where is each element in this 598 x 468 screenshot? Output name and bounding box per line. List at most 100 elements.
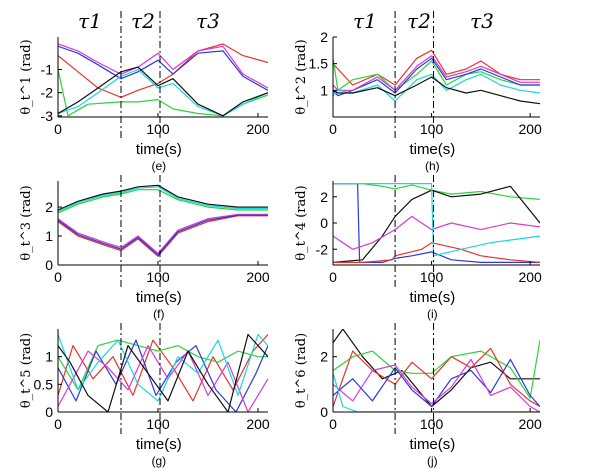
series-line-4	[58, 43, 268, 89]
x-tick-label: 100	[420, 269, 444, 285]
x-tick-label: 100	[146, 121, 170, 137]
panel-caption: (g)	[151, 454, 166, 468]
panel-h: 0 100 200 2 1.5 1 time(s)(h) θ_t^2 (rad)	[294, 11, 542, 173]
x-axis-label: time(s)	[409, 141, 455, 158]
y-axis-label: θ_t^1 (rad)	[19, 39, 34, 114]
panel-j: 0 100 200 2 0 time(s)(j) θ_t^6 (rad)	[294, 323, 542, 468]
series-group	[333, 49, 540, 105]
series-line-2	[333, 339, 540, 399]
series-line-5	[333, 242, 540, 263]
panel-caption: (h)	[425, 159, 440, 173]
series-line-1	[333, 183, 540, 200]
x-tick-label: 200	[246, 121, 270, 137]
panel-g: 0 100 200 1 0.5 0 time(s)(g) θ_t^5 (rad)	[19, 323, 270, 468]
series-line-5	[58, 68, 268, 117]
x-axis-label: time(s)	[409, 436, 455, 453]
series-line-3	[333, 347, 540, 408]
x-tick-label: 100	[420, 416, 444, 432]
x-tick-label: 100	[146, 416, 170, 432]
x-axis-label: time(s)	[136, 141, 182, 158]
y-tick-label: -1	[41, 61, 54, 77]
x-tick-label: 0	[54, 269, 62, 285]
x-tick-label: 0	[329, 416, 337, 432]
y-tick-label: -2	[316, 241, 329, 257]
phase-label-1: τ1	[78, 9, 102, 33]
x-tick-label: 200	[518, 121, 542, 137]
x-axis-label: time(s)	[409, 289, 455, 306]
phase-labels-left: τ1 τ2 τ3	[78, 9, 220, 33]
x-tick-label: 0	[329, 269, 337, 285]
x-tick-label: 100	[420, 121, 444, 137]
y-tick-label: -3	[41, 108, 54, 124]
y-axis-label: θ_t^5 (rad)	[19, 333, 34, 408]
series-line-1	[333, 329, 540, 408]
y-axis-label: θ_t^6 (rad)	[294, 333, 309, 408]
series-line-3	[333, 183, 540, 263]
panel-caption: (f)	[153, 307, 164, 321]
y-tick-label: 1	[320, 82, 328, 98]
x-axis-label: time(s)	[136, 289, 182, 306]
x-tick-label: 0	[54, 416, 62, 432]
x-axis-label: time(s)	[136, 436, 182, 453]
series-line-6	[333, 76, 540, 105]
series-line-1	[58, 43, 268, 98]
series-line-1	[58, 184, 268, 211]
series-line-4	[333, 55, 540, 91]
series-group	[333, 329, 540, 412]
y-tick-label: 0	[320, 215, 328, 231]
series-group	[58, 333, 268, 412]
y-tick-label: 2	[45, 199, 53, 215]
y-axis-label: θ_t^2 (rad)	[294, 39, 309, 114]
series-line-2	[333, 58, 540, 91]
series-line-5	[58, 213, 268, 254]
phase-label-2: τ2	[131, 9, 155, 33]
series-line-3	[58, 186, 268, 212]
y-tick-label: 1.5	[309, 56, 329, 72]
series-line-3	[58, 45, 268, 91]
y-tick-label: 2	[320, 189, 328, 205]
series-group	[58, 184, 268, 257]
x-tick-label: 200	[246, 269, 270, 285]
y-tick-label: 0.5	[34, 376, 54, 392]
series-line-4	[333, 358, 540, 408]
phase-label-2-right: τ2	[407, 9, 431, 33]
x-tick-label: 0	[329, 121, 337, 137]
y-tick-label: 1	[45, 349, 53, 365]
y-tick-label: 0	[45, 404, 53, 420]
series-line-4	[333, 215, 540, 250]
series-line-5	[333, 358, 540, 412]
series-line-4	[58, 215, 268, 257]
series-line-3	[58, 339, 268, 412]
panel-caption: (j)	[427, 454, 438, 468]
panel-e: 0 100 200 -1 -2 -3 time(s)(e) θ_t^1 (rad)	[19, 11, 270, 173]
y-tick-label: 0	[320, 404, 328, 420]
y-axis-label: θ_t^3 (rad)	[19, 185, 34, 260]
series-line-2	[333, 185, 540, 263]
y-tick-label: 2	[320, 349, 328, 365]
x-tick-label: 200	[518, 269, 542, 285]
series-line-5	[58, 333, 268, 402]
series-line-6	[333, 373, 540, 412]
series-line-4	[58, 345, 268, 412]
y-tick-label: -2	[41, 85, 54, 101]
series-line-2	[58, 69, 268, 117]
y-tick-label: 1	[45, 228, 53, 244]
series-line-6	[333, 183, 540, 257]
phase-label-1-right: τ1	[353, 9, 377, 33]
panel-caption: (i)	[427, 307, 438, 321]
series-line-6	[58, 66, 268, 117]
panel-f: 0 100 200 2 1 0 time(s)(f) θ_t^3 (rad)	[19, 175, 270, 321]
phase-label-3: τ3	[196, 9, 220, 33]
x-tick-label: 100	[146, 269, 170, 285]
series-group	[58, 43, 268, 117]
x-tick-label: 200	[246, 416, 270, 432]
series-line-6	[58, 214, 268, 256]
panel-caption: (e)	[151, 159, 166, 173]
series-line-6	[58, 333, 268, 412]
y-tick-label: 0	[45, 257, 53, 273]
series-line-2	[58, 189, 268, 214]
x-tick-label: 0	[54, 121, 62, 137]
